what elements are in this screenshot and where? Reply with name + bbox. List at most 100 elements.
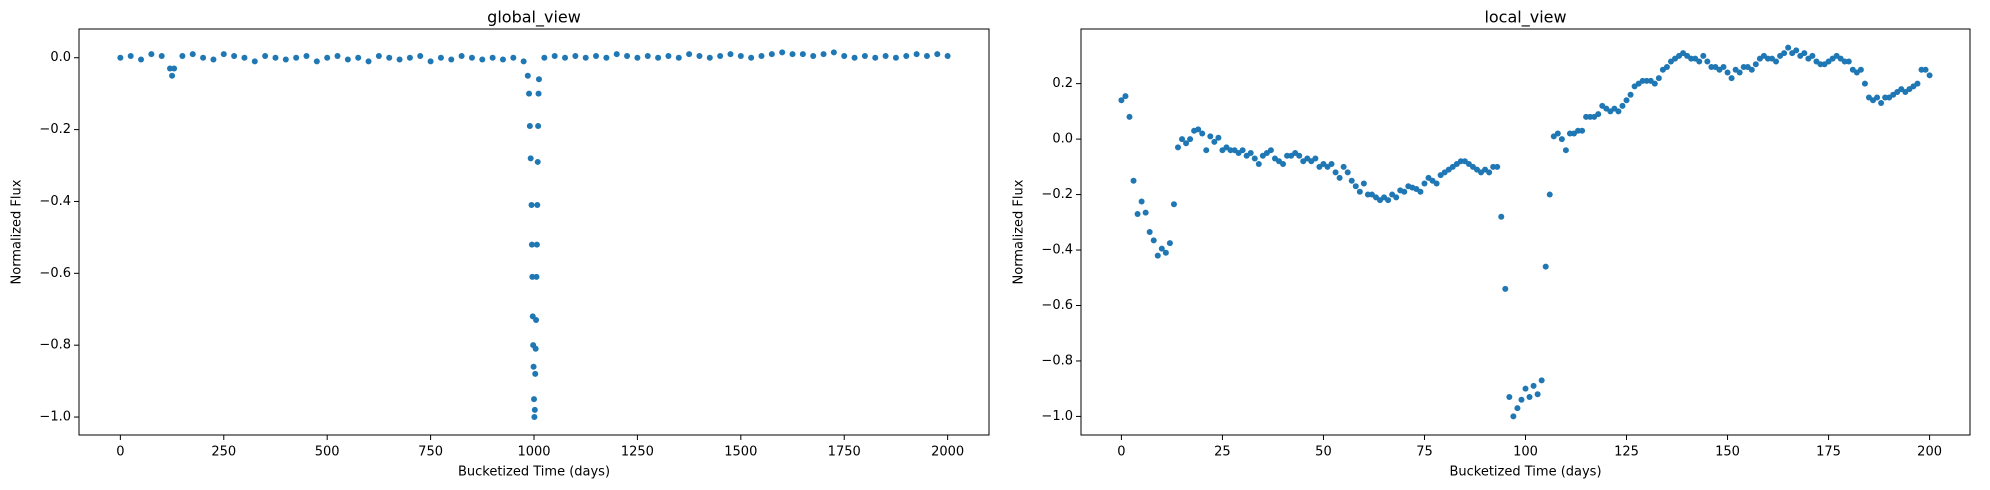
data-point [1207,133,1214,140]
data-point [171,65,178,72]
data-point [820,51,827,58]
y-axis-label: Normalized Flux [10,179,25,284]
data-point [717,52,724,59]
data-point [148,51,155,58]
data-point [1179,136,1186,143]
data-point [1247,149,1254,156]
data-point [127,52,134,59]
data-point [1793,47,1800,54]
data-point [851,54,858,61]
data-point [1518,396,1525,403]
x-tick-label: 500 [315,445,340,460]
data-point [1158,245,1165,252]
data-point [1530,382,1537,389]
data-point [179,52,186,59]
data-point [535,76,542,83]
data-point [220,51,227,58]
data-point [1126,113,1133,120]
data-point [1154,252,1161,259]
data-point [1785,44,1792,51]
data-point [1336,174,1343,181]
data-point [1142,209,1149,216]
data-point [1579,127,1586,134]
data-point [365,58,372,65]
x-axis-label: Bucketized Time (days) [1449,465,1601,480]
data-point [737,52,744,59]
data-point [944,52,951,59]
data-point [1356,188,1363,195]
data-point [1627,91,1634,98]
data-point [1162,249,1169,256]
data-point [644,52,651,59]
data-point [535,123,542,130]
data-point [923,52,930,59]
data-point [665,52,672,59]
data-point [1651,80,1658,87]
data-point [1122,93,1129,100]
data-point [406,54,413,61]
data-point [531,396,537,403]
data-point [686,51,693,58]
data-point [913,51,920,58]
data-point [1696,58,1703,65]
data-point [603,54,610,61]
data-point [768,51,775,58]
data-point [1526,394,1533,401]
data-point [1857,66,1864,73]
data-point [529,273,536,280]
y-tick-label: −0.2 [1041,187,1073,202]
data-point [1514,405,1521,412]
data-point [696,52,703,59]
data-point [1623,97,1630,104]
data-point [531,406,538,413]
data-point [528,202,535,209]
data-point [1332,169,1339,176]
data-point [396,56,403,63]
data-point [562,54,569,61]
data-point [1166,240,1173,247]
data-point [437,54,444,61]
data-point [1174,144,1181,151]
data-point [1546,191,1553,198]
data-point [624,52,631,59]
data-point [262,52,269,59]
data-point [1130,177,1137,184]
data-point [758,52,765,59]
data-point [1801,50,1808,57]
data-point [1736,69,1743,76]
data-point [1187,136,1194,143]
data-point [231,52,238,59]
data-point [1486,169,1493,176]
data-point [613,51,620,58]
data-point [1433,180,1440,187]
data-point [532,345,539,352]
x-tick-label: 50 [1315,445,1332,460]
data-point [1183,140,1190,147]
data-point [1118,97,1125,104]
data-point [241,54,248,61]
x-tick-label: 1500 [724,445,757,460]
data-point [158,52,165,59]
x-tick-label: 100 [1513,445,1538,460]
data-point [138,56,145,63]
x-tick-label: 175 [1816,445,1841,460]
x-tick-label: 200 [1917,445,1942,460]
data-point [1199,130,1206,137]
y-tick-label: −0.4 [1041,243,1073,258]
data-point [1506,394,1513,401]
y-tick-label: −0.6 [39,266,71,281]
data-point [1360,180,1367,187]
data-point [1700,52,1707,59]
data-point [1417,188,1424,195]
data-point [1615,108,1622,115]
data-point [1328,161,1335,168]
data-point [1874,94,1881,101]
data-point [499,56,506,63]
x-tick-label: 1000 [517,445,550,460]
data-point [303,52,310,59]
y-tick-label: 0.0 [1052,132,1073,147]
data-point [1562,147,1569,154]
data-point [799,51,806,58]
data-point [533,241,540,248]
data-point [530,363,537,370]
